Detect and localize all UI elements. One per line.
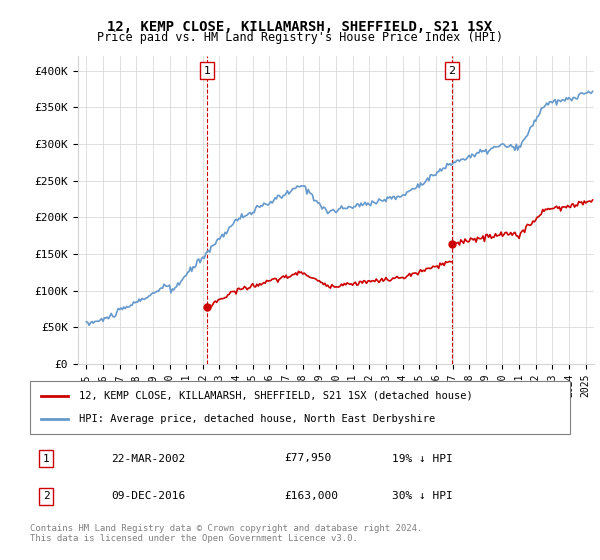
Text: 19% ↓ HPI: 19% ↓ HPI — [392, 454, 452, 464]
Text: £77,950: £77,950 — [284, 454, 331, 464]
FancyBboxPatch shape — [30, 381, 570, 434]
Text: 22-MAR-2002: 22-MAR-2002 — [111, 454, 185, 464]
Text: 09-DEC-2016: 09-DEC-2016 — [111, 491, 185, 501]
Text: 12, KEMP CLOSE, KILLAMARSH, SHEFFIELD, S21 1SX (detached house): 12, KEMP CLOSE, KILLAMARSH, SHEFFIELD, S… — [79, 391, 472, 401]
Text: 2: 2 — [43, 491, 50, 501]
Text: HPI: Average price, detached house, North East Derbyshire: HPI: Average price, detached house, Nort… — [79, 414, 435, 424]
Text: £163,000: £163,000 — [284, 491, 338, 501]
Text: Price paid vs. HM Land Registry's House Price Index (HPI): Price paid vs. HM Land Registry's House … — [97, 31, 503, 44]
Text: 12, KEMP CLOSE, KILLAMARSH, SHEFFIELD, S21 1SX: 12, KEMP CLOSE, KILLAMARSH, SHEFFIELD, S… — [107, 20, 493, 34]
Text: 30% ↓ HPI: 30% ↓ HPI — [392, 491, 452, 501]
Text: Contains HM Land Registry data © Crown copyright and database right 2024.
This d: Contains HM Land Registry data © Crown c… — [30, 524, 422, 543]
Text: 1: 1 — [203, 66, 211, 76]
Text: 1: 1 — [43, 454, 50, 464]
Text: 2: 2 — [448, 66, 455, 76]
